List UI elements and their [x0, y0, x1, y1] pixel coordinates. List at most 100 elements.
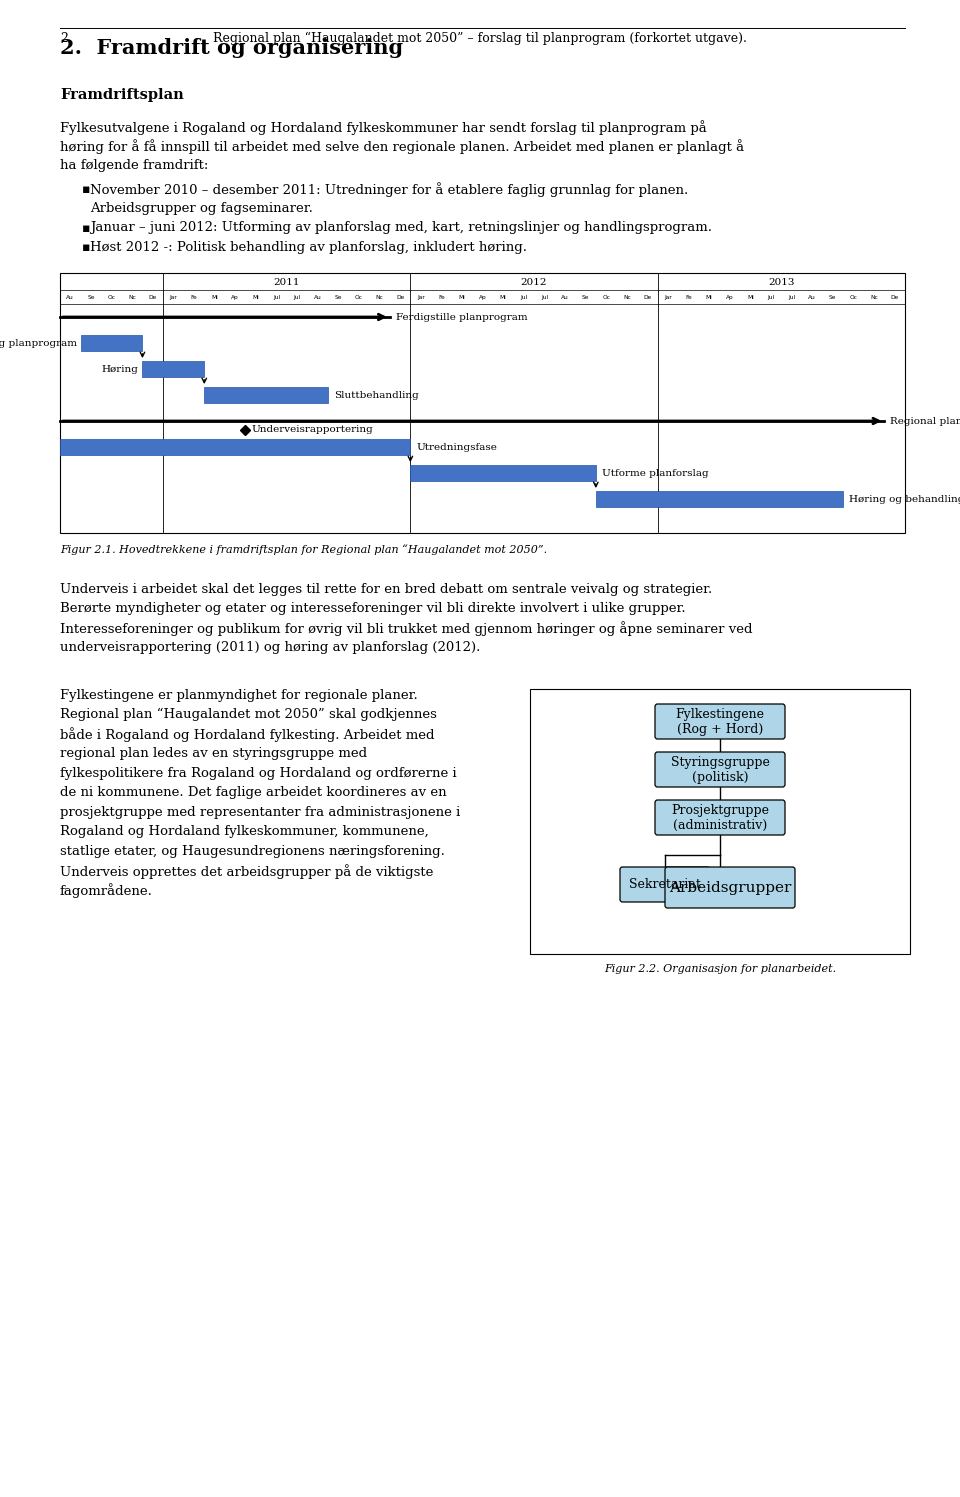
- Text: Utforme planforslag: Utforme planforslag: [602, 469, 708, 478]
- Bar: [410, 466, 596, 481]
- Text: ▪: ▪: [82, 183, 90, 196]
- Text: ▪: ▪: [82, 222, 90, 235]
- Text: Berørte myndigheter og etater og interesseforeninger vil bli direkte involvert i: Berørte myndigheter og etater og interes…: [60, 602, 685, 615]
- Text: Rogaland og Hordaland fylkeskommuner, kommunene,: Rogaland og Hordaland fylkeskommuner, ko…: [60, 825, 429, 838]
- Text: 2: 2: [60, 31, 68, 45]
- Text: statlige etater, og Haugesundregionens næringsforening.: statlige etater, og Haugesundregionens n…: [60, 844, 444, 858]
- Text: Mi: Mi: [706, 295, 712, 299]
- Text: Underveisrapportering: Underveisrapportering: [252, 425, 373, 434]
- Text: Nc: Nc: [375, 295, 383, 299]
- Bar: [204, 388, 328, 403]
- Text: Underveis opprettes det arbeidsgrupper på de viktigste: Underveis opprettes det arbeidsgrupper p…: [60, 864, 433, 879]
- Text: Oc: Oc: [108, 295, 115, 299]
- Text: Jul: Jul: [540, 295, 548, 299]
- Text: fagområdene.: fagområdene.: [60, 883, 153, 898]
- Bar: [596, 491, 843, 507]
- Text: Jul: Jul: [767, 295, 775, 299]
- Text: Høring: Høring: [102, 364, 138, 373]
- Text: Au: Au: [66, 295, 74, 299]
- Text: Jar: Jar: [170, 295, 178, 299]
- Text: Se: Se: [334, 295, 342, 299]
- Text: Ap: Ap: [479, 295, 487, 299]
- Text: Se: Se: [829, 295, 836, 299]
- Text: Jul: Jul: [788, 295, 795, 299]
- Text: Jul: Jul: [520, 295, 527, 299]
- Text: November 2010 – desember 2011: Utredninger for å etablere faglig grunnlag for pl: November 2010 – desember 2011: Utredning…: [90, 183, 688, 198]
- Text: ▪: ▪: [82, 241, 90, 254]
- Text: Jul: Jul: [273, 295, 280, 299]
- Text: Ap: Ap: [726, 295, 733, 299]
- Text: Ap: Ap: [231, 295, 239, 299]
- Text: Utredningsfase: Utredningsfase: [417, 443, 497, 452]
- Text: Regional plan for Haugalandet: Regional plan for Haugalandet: [890, 416, 960, 425]
- Text: Figur 2.1. Hovedtrekkene i framdriftsplan for Regional plan “Haugalandet mot 205: Figur 2.1. Hovedtrekkene i framdriftspla…: [60, 545, 547, 555]
- Text: Oc: Oc: [850, 295, 857, 299]
- Text: De: De: [396, 295, 404, 299]
- Text: 2013: 2013: [768, 278, 795, 287]
- Text: Nc: Nc: [623, 295, 631, 299]
- Text: Se: Se: [87, 295, 95, 299]
- Text: Jul: Jul: [294, 295, 300, 299]
- Text: Prosjektgruppe
(administrativ): Prosjektgruppe (administrativ): [671, 804, 769, 831]
- Text: Mi: Mi: [211, 295, 218, 299]
- Text: Figur 2.2. Organisasjon for planarbeidet.: Figur 2.2. Organisasjon for planarbeidet…: [604, 964, 836, 973]
- Text: Fe: Fe: [438, 295, 444, 299]
- FancyBboxPatch shape: [665, 867, 795, 909]
- Bar: [530, 689, 910, 954]
- FancyBboxPatch shape: [655, 751, 785, 787]
- Text: Høst 2012 -: Politisk behandling av planforslag, inkludert høring.: Høst 2012 -: Politisk behandling av plan…: [90, 241, 527, 254]
- Text: Mi: Mi: [747, 295, 754, 299]
- Text: ha følgende framdrift:: ha følgende framdrift:: [60, 159, 208, 172]
- Text: regional plan ledes av en styringsgruppe med: regional plan ledes av en styringsgruppe…: [60, 747, 367, 760]
- Text: Au: Au: [314, 295, 322, 299]
- Text: Fylkestingene
(Rog + Hord): Fylkestingene (Rog + Hord): [676, 708, 764, 735]
- Text: Nc: Nc: [870, 295, 878, 299]
- Text: Forslag planprogram: Forslag planprogram: [0, 338, 77, 347]
- Text: Au: Au: [561, 295, 569, 299]
- Bar: [142, 361, 204, 377]
- Text: Fylkestingene er planmyndighet for regionale planer.: Fylkestingene er planmyndighet for regio…: [60, 689, 418, 702]
- Text: Mi: Mi: [459, 295, 466, 299]
- Text: Januar – juni 2012: Utforming av planforslag med, kart, retningslinjer og handli: Januar – juni 2012: Utforming av planfor…: [90, 222, 712, 235]
- Text: De: De: [643, 295, 652, 299]
- Text: Oc: Oc: [355, 295, 363, 299]
- Text: Nc: Nc: [129, 295, 136, 299]
- Text: Mi: Mi: [252, 295, 259, 299]
- Text: Jar: Jar: [664, 295, 672, 299]
- Text: både i Rogaland og Hordaland fylkesting. Arbeidet med: både i Rogaland og Hordaland fylkesting.…: [60, 728, 435, 743]
- Text: De: De: [149, 295, 156, 299]
- Text: Høring og behandling: Høring og behandling: [850, 494, 960, 503]
- Text: De: De: [891, 295, 899, 299]
- Text: Se: Se: [582, 295, 589, 299]
- Text: 2.  Framdrift og organisering: 2. Framdrift og organisering: [60, 37, 403, 58]
- Text: Arbeidsgrupper: Arbeidsgrupper: [669, 880, 791, 895]
- Text: Fe: Fe: [191, 295, 198, 299]
- Text: Fylkesutvalgene i Rogaland og Hordaland fylkeskommuner har sendt forslag til pla: Fylkesutvalgene i Rogaland og Hordaland …: [60, 120, 707, 135]
- Text: Fe: Fe: [685, 295, 692, 299]
- Text: Styringsgruppe
(politisk): Styringsgruppe (politisk): [671, 756, 769, 783]
- Text: Arbeidsgrupper og fagseminarer.: Arbeidsgrupper og fagseminarer.: [90, 202, 313, 216]
- Text: 2012: 2012: [520, 278, 547, 287]
- Text: Sluttbehandling: Sluttbehandling: [334, 391, 419, 400]
- FancyBboxPatch shape: [655, 704, 785, 740]
- Text: Regional plan “Haugalandet mot 2050” skal godkjennes: Regional plan “Haugalandet mot 2050” ska…: [60, 708, 437, 722]
- Text: Ferdigstille planprogram: Ferdigstille planprogram: [396, 313, 527, 322]
- FancyBboxPatch shape: [655, 799, 785, 835]
- Text: Regional plan “Haugalandet mot 2050” – forslag til planprogram (forkortet utgave: Regional plan “Haugalandet mot 2050” – f…: [213, 31, 747, 45]
- Text: Framdriftsplan: Framdriftsplan: [60, 88, 183, 102]
- Text: Jar: Jar: [417, 295, 424, 299]
- Text: fylkespolitikere fra Rogaland og Hordaland og ordførerne i: fylkespolitikere fra Rogaland og Hordala…: [60, 766, 457, 780]
- Text: Oc: Oc: [602, 295, 611, 299]
- Text: høring for å få innspill til arbeidet med selve den regionale planen. Arbeidet m: høring for å få innspill til arbeidet me…: [60, 139, 744, 154]
- Bar: [81, 335, 142, 350]
- Bar: [60, 272, 905, 533]
- Text: underveisrapportering (2011) og høring av planforslag (2012).: underveisrapportering (2011) og høring a…: [60, 641, 480, 654]
- Bar: [60, 439, 410, 455]
- Text: Au: Au: [808, 295, 816, 299]
- Text: 2011: 2011: [274, 278, 300, 287]
- Text: Sekretariat: Sekretariat: [629, 879, 701, 891]
- Text: Underveis i arbeidet skal det legges til rette for en bred debatt om sentrale ve: Underveis i arbeidet skal det legges til…: [60, 582, 712, 596]
- Text: de ni kommunene. Det faglige arbeidet koordineres av en: de ni kommunene. Det faglige arbeidet ko…: [60, 786, 446, 799]
- FancyBboxPatch shape: [620, 867, 710, 903]
- Text: Interesseforeninger og publikum for øvrig vil bli trukket med gjennom høringer o: Interesseforeninger og publikum for øvri…: [60, 621, 753, 636]
